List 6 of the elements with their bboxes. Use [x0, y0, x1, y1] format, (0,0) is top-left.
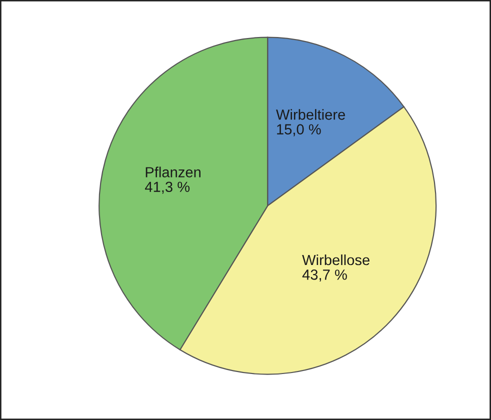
slice-label: Wirbeltiere: [276, 109, 346, 120]
data-label: 15,0 %: [277, 124, 321, 136]
slice-label: Wirbellose: [302, 254, 370, 266]
data-label: 41,3 %: [145, 182, 190, 194]
data-label: 43,7 %: [302, 270, 347, 282]
slice-label: Pflanzen: [146, 166, 200, 178]
